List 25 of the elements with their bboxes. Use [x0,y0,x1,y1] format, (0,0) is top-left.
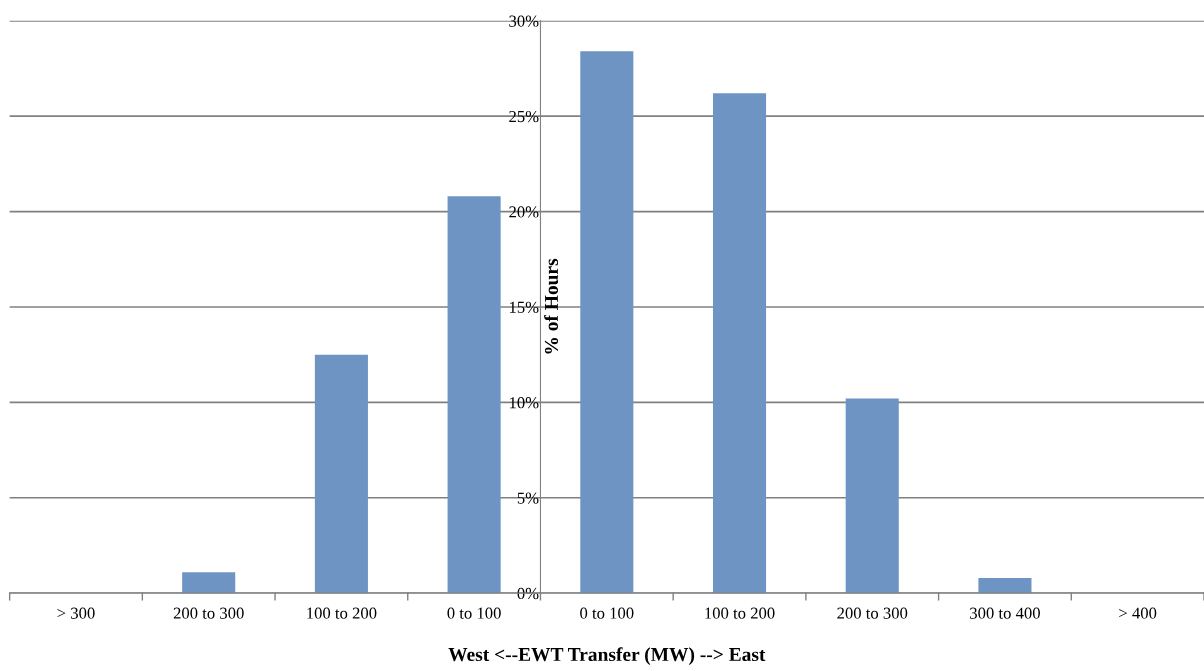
bar [182,572,236,594]
bar [845,398,899,594]
x-tick-label: 200 to 300 [173,607,244,619]
x-tick-label: 0 to 100 [447,607,501,619]
y-tick-label: 25% [509,110,539,123]
bar [314,354,368,594]
x-tick-label: 100 to 200 [307,607,377,619]
x-axis-title: West <--EWT Transfer (MW) --> East [448,647,766,665]
bar [978,577,1032,594]
bar [447,196,501,594]
x-tick-label: 100 to 200 [705,607,775,619]
bar [712,93,767,594]
x-tick-label: 300 to 400 [970,607,1040,619]
y-tick-label: 15% [509,301,539,313]
y-tick-label: 10% [509,397,539,409]
y-tick-label: 5% [517,492,539,504]
x-tick-label: > 300 [57,607,95,619]
y-tick-label: 0% [517,587,539,600]
x-tick-label: > 400 [1119,607,1157,619]
y-tick-label: 30% [509,15,539,27]
x-tick-label: 200 to 300 [837,607,908,619]
y-tick-label: 20% [509,206,539,218]
x-tick-label: 0 to 100 [580,607,634,619]
bar [580,51,634,594]
y-axis-title: % of Hours [544,258,559,354]
